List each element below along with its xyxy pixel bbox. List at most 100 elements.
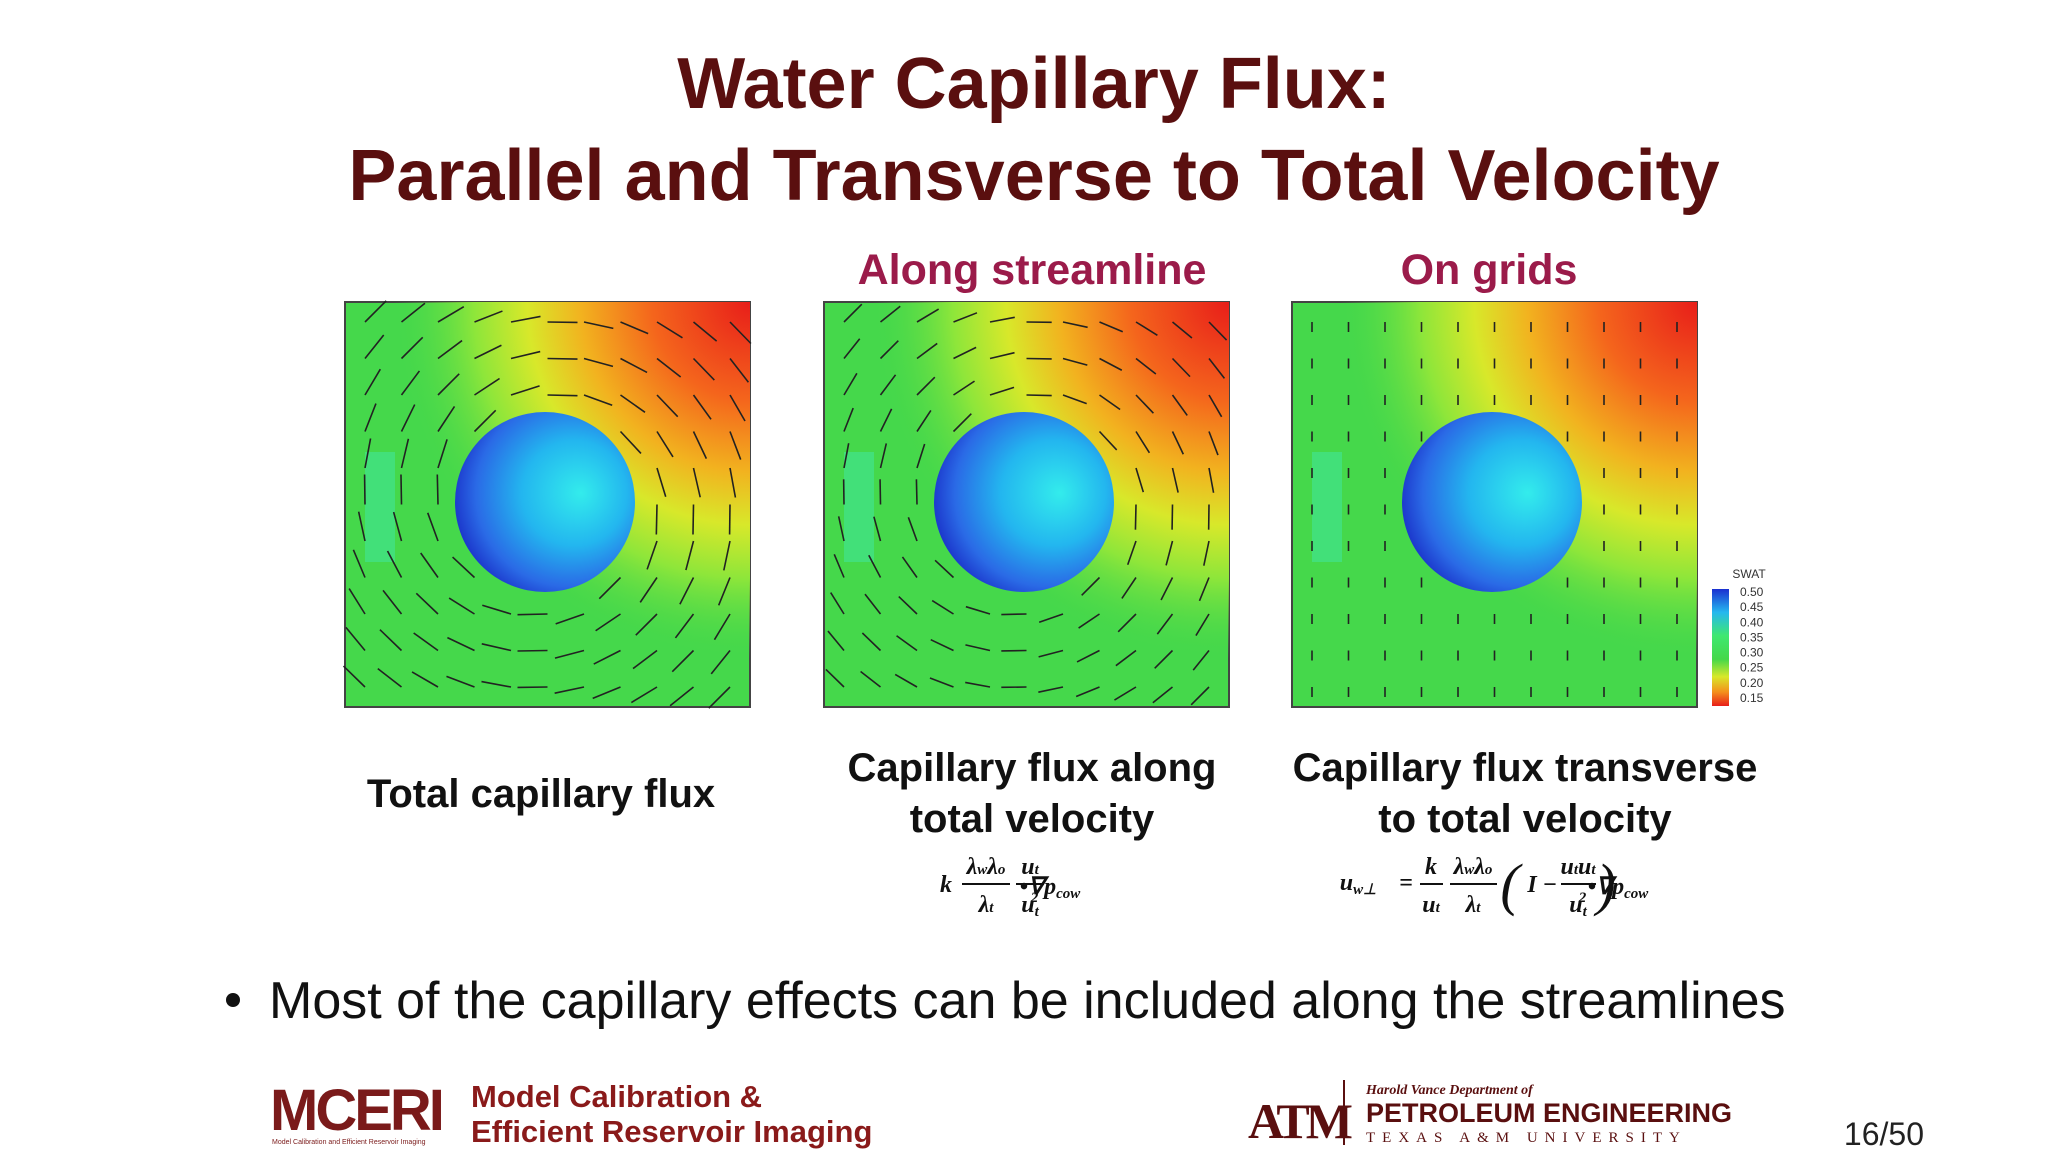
formula: k λwλo λt ut ut2 •∇pcow [940,854,1081,920]
flux-arrow [1154,649,1174,669]
flux-arrow [474,377,500,396]
flux-arrow [1165,540,1174,566]
flux-arrow [843,443,850,469]
colorbar-label: 0.15 [1740,691,1764,705]
flux-arrow [915,479,918,505]
flux-arrow [1114,686,1137,701]
flux-arrow [1195,613,1210,636]
flux-arrow [348,588,366,615]
flux-arrow [879,374,897,396]
flux-arrow [1038,649,1064,658]
flux-arrow [619,430,642,454]
flux-arrow [547,394,578,397]
flux-arrow [1098,430,1118,451]
flux-arrow [656,357,682,378]
flux-arrow [879,340,899,360]
saturation-map [823,301,1230,708]
flux-arrow [916,410,932,432]
flux-arrow [411,671,439,688]
flux-arrow [639,577,658,603]
colorbar-label: 0.30 [1740,646,1764,660]
title: Water Capillary Flux: [677,44,1391,124]
flux-arrow [630,686,658,704]
flux-arrows [342,300,1678,709]
flux-arrow [907,517,918,542]
flux-arrow [593,649,621,665]
flux-arrow [929,677,954,688]
symbol: ut2 [1021,890,1039,920]
symbol: ) [1593,852,1615,917]
flux-arrow [827,630,845,652]
flux-arrow [1026,394,1052,397]
flux-arrow [1062,321,1088,329]
flux-arrow [437,373,460,396]
flux-arrow [1152,686,1174,704]
flux-arrow [692,504,695,535]
flux-arrow [953,312,978,323]
flux-arrow [1171,431,1185,455]
symbol: I [1526,872,1538,898]
flux-arrow [713,613,731,641]
flux-arrow [965,605,991,615]
symbol: uw⊥ [1340,870,1376,898]
flux-arrow [930,638,954,652]
flux-arrow [1038,686,1064,693]
flux-arrow [448,597,475,615]
flux-arrow [729,358,750,383]
symbol: = [1399,870,1413,896]
flux-arrow [916,308,940,323]
flux-arrow [510,385,540,396]
flux-arrow [426,512,439,542]
flux-arrow [1076,649,1100,663]
flux-arrow [583,321,614,330]
flux-arrow [583,357,614,368]
flux-arrow [1099,321,1124,333]
flux-arrow [510,315,541,323]
flux-arrow [554,686,585,694]
flux-arrow [400,438,410,469]
university: TEXAS A&M UNIVERSITY [1366,1130,1687,1146]
flux-arrow [843,338,861,359]
flux-arrow [386,550,403,578]
flux-arrow [400,370,421,396]
flux-arrow [1192,649,1210,671]
flux-arrow [833,553,845,578]
flux-arrow [473,409,497,433]
flux-arrow [671,649,695,673]
flux-arrow [1038,613,1064,624]
flux-arrow [729,321,752,345]
flux-arrow [379,629,403,652]
flux-arrow [1160,577,1174,601]
colorbar-title: SWAT [1732,567,1766,581]
flux-arrow [679,577,695,605]
flux-arrow [620,321,649,335]
flux-arrow [364,334,385,359]
flux-arrow [1081,576,1101,596]
flux-arrow [692,357,715,381]
symbol: λt [1465,892,1482,918]
symbol: − [1543,872,1557,898]
flux-arrow [1117,613,1137,633]
flux-arrow [510,350,541,360]
flux-arrow [517,649,548,652]
flux-arrow [916,443,926,469]
flux-arrow [413,632,439,652]
flux-arrow [392,511,403,542]
flux-arrow [1198,577,1210,602]
symbol: λwλo [966,854,1006,880]
flux-arrow [583,394,613,407]
flux-arrow [342,665,366,688]
flux-arrow [447,636,475,652]
flux-arrow [382,589,403,615]
flux-arrow [934,559,955,579]
colorbar-label: 0.40 [1740,615,1764,629]
flux-arrow [632,649,658,670]
flux-arrow [474,310,503,323]
flux-arrow [474,344,502,360]
flux-arrow [420,552,439,578]
flux-arrow [364,368,382,396]
bullet-text: Most of the capillary effects can be inc… [269,972,1786,1030]
colorbar [1712,589,1729,706]
flux-arrow [620,394,646,413]
symbol: k [940,872,952,898]
